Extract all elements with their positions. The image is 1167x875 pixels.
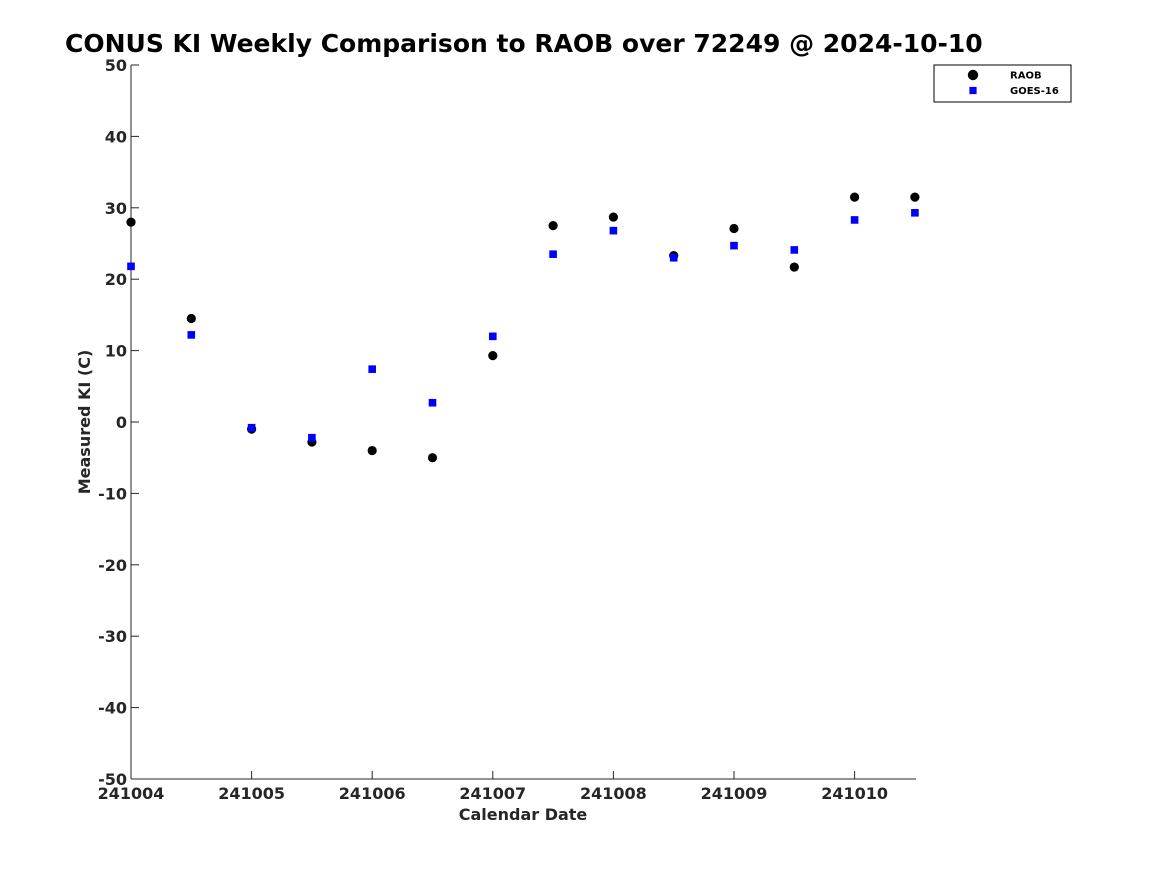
y-tick-label: 10 xyxy=(105,342,127,361)
goes-16-point xyxy=(911,208,919,217)
x-tick-label: 241005 xyxy=(218,784,285,803)
y-tick-label: -20 xyxy=(98,556,127,575)
series-raob xyxy=(126,192,920,463)
x-tick-label: 241007 xyxy=(459,784,526,803)
legend: RAOB GOES-16 xyxy=(933,64,1072,103)
y-tick-label: 40 xyxy=(105,127,127,146)
raob-point xyxy=(488,350,498,361)
raob-point xyxy=(910,192,920,202)
legend-goes-16-marker xyxy=(969,86,977,95)
goes-16-point xyxy=(127,262,135,271)
y-tick-label: 20 xyxy=(105,270,127,289)
x-tick-label: 241008 xyxy=(580,784,647,803)
raob-point xyxy=(850,192,860,202)
chart-title: CONUS KI Weekly Comparison to RAOB over … xyxy=(65,29,983,58)
x-axis-label: Calendar Date xyxy=(459,805,588,824)
series-goes-16 xyxy=(127,208,919,442)
goes-16-point xyxy=(187,331,196,339)
y-tick-label: 0 xyxy=(116,413,127,432)
raob-point xyxy=(789,262,799,272)
goes-16-point xyxy=(730,241,738,250)
goes-16-point xyxy=(669,253,678,262)
data-points xyxy=(126,192,920,463)
x-tick-label: 241009 xyxy=(701,784,768,803)
y-tick-label: 30 xyxy=(105,199,127,218)
raob-point xyxy=(729,223,739,234)
goes-16-point xyxy=(368,365,376,373)
y-tick-label: -10 xyxy=(98,484,127,503)
y-tick-label: -30 xyxy=(98,627,127,646)
x-ticks: 241004 241005 241006 241007 241008 241009 2410… xyxy=(98,771,888,803)
raob-point xyxy=(126,217,136,227)
y-tick-label: -40 xyxy=(98,699,127,718)
x-tick-label: 241010 xyxy=(821,784,888,803)
raob-point xyxy=(427,453,438,463)
y-ticks: 50 40 30 20 10 0 -10 -20 -30 -40 -50 xyxy=(98,56,139,789)
goes-16-point xyxy=(489,332,497,341)
goes-16-point xyxy=(428,398,437,407)
raob-point xyxy=(608,212,619,222)
legend-raob-marker xyxy=(967,69,979,81)
raob-point xyxy=(186,313,196,324)
legend-label: GOES-16 xyxy=(1010,86,1059,97)
y-tick-label: -50 xyxy=(98,770,127,789)
goes-16-point xyxy=(308,433,316,442)
x-tick-label: 241006 xyxy=(339,784,406,803)
goes-16-point xyxy=(247,423,256,432)
x-tick-label: 241004 xyxy=(98,784,165,803)
raob-point xyxy=(367,445,377,456)
raob-point xyxy=(548,221,558,231)
y-tick-label: 50 xyxy=(105,56,127,75)
y-axis-label: Measured KI (C) xyxy=(75,350,94,495)
goes-16-point xyxy=(790,246,799,254)
axes xyxy=(130,65,916,780)
goes-16-point xyxy=(850,216,859,224)
goes-16-point xyxy=(609,226,618,235)
goes-16-point xyxy=(549,250,557,259)
legend-box xyxy=(933,64,1072,103)
legend-label: RAOB xyxy=(1010,71,1042,82)
